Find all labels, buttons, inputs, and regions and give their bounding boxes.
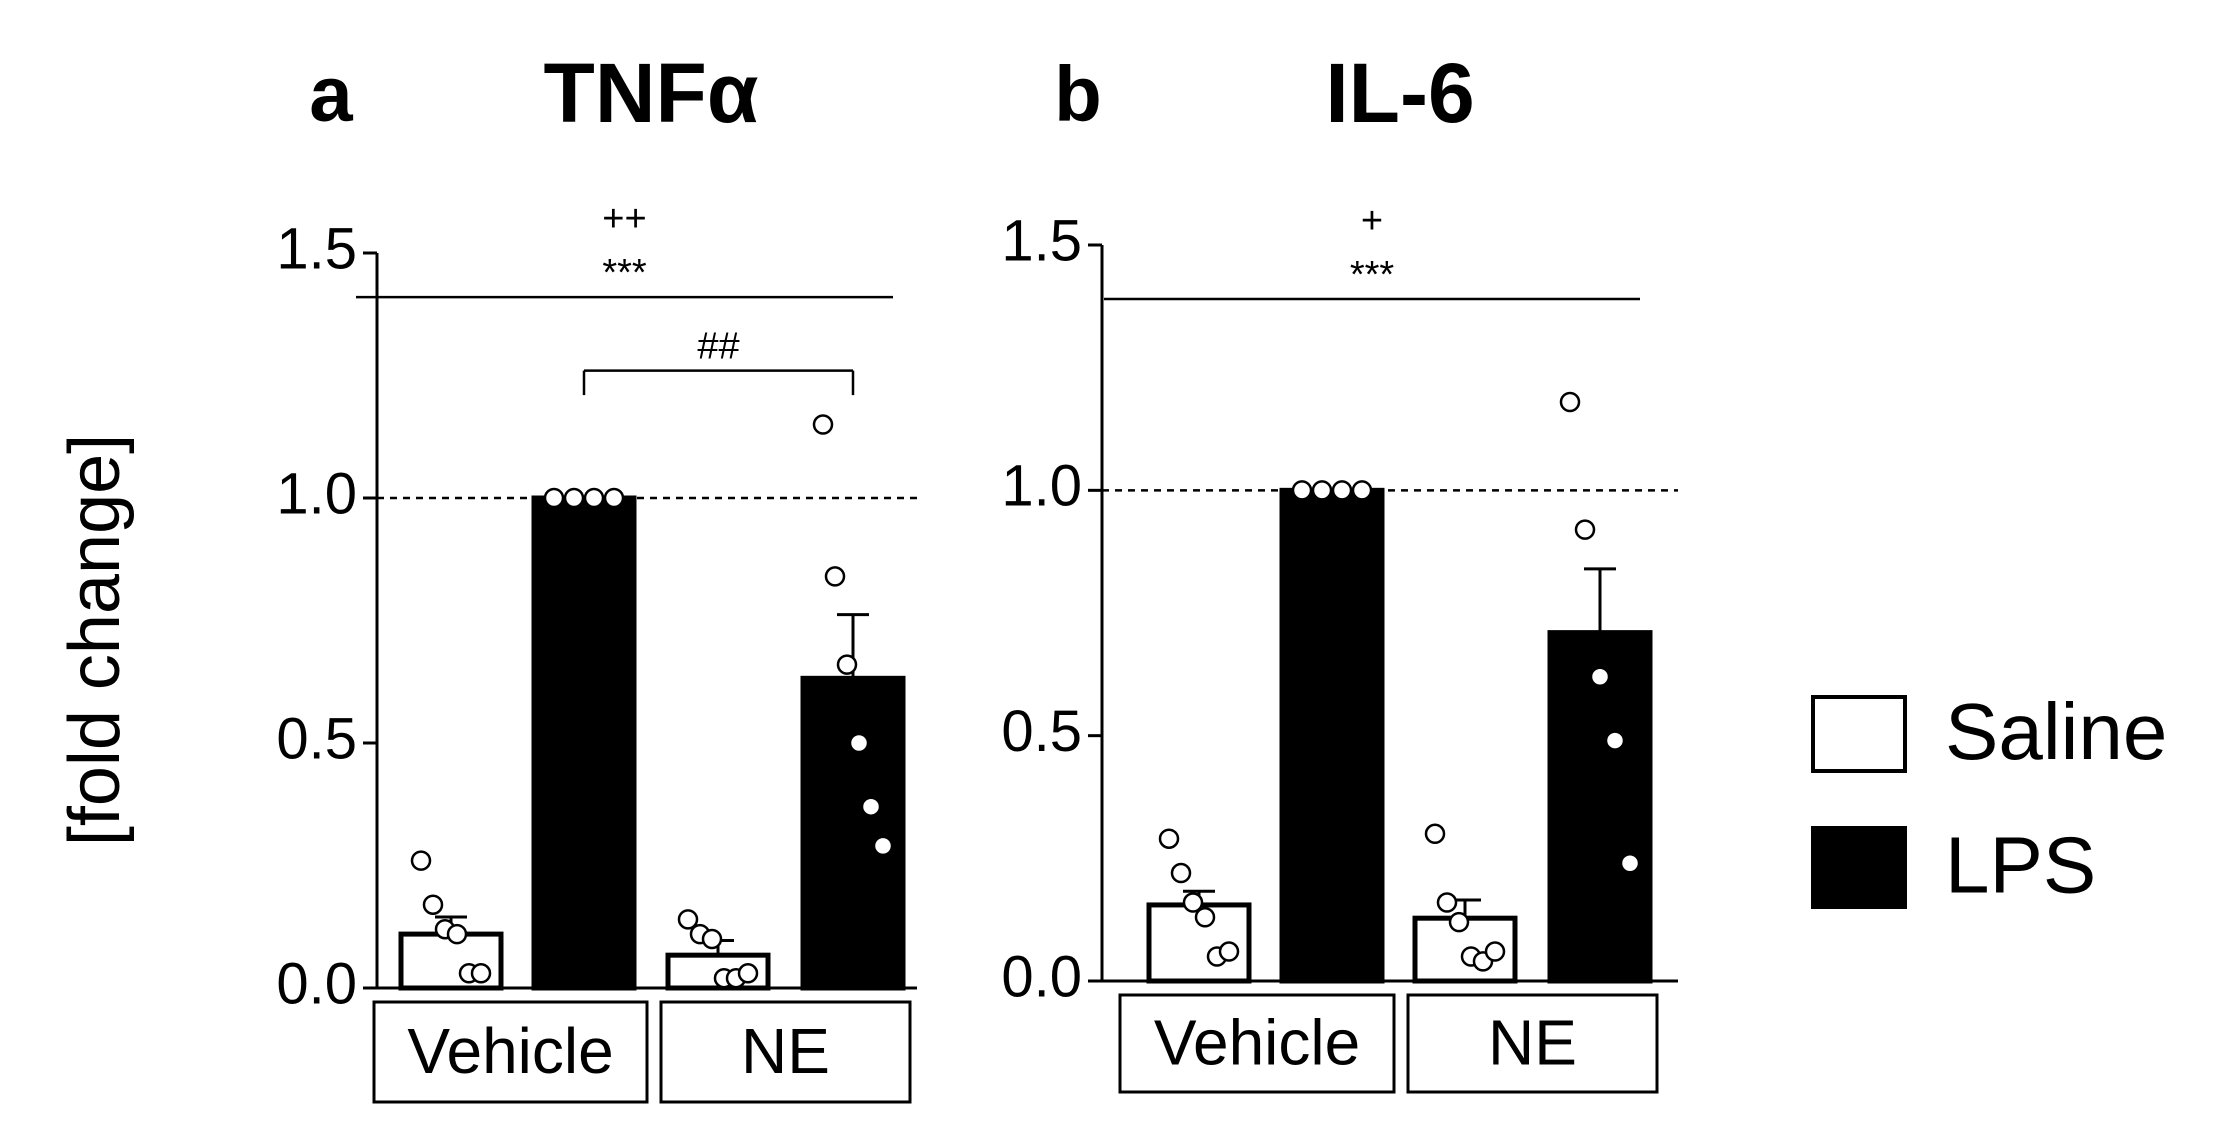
chart-title: TNFα	[544, 46, 759, 140]
data-point	[1194, 906, 1216, 928]
data-point	[1619, 852, 1641, 874]
group-label: NE	[1488, 1006, 1577, 1078]
legend-swatch	[1811, 695, 1907, 773]
data-point	[1559, 391, 1581, 413]
y-tick-label: 0.5	[1001, 699, 1082, 764]
data-point	[446, 923, 468, 945]
y-tick-label: 0.5	[276, 706, 357, 771]
bar	[1279, 487, 1385, 984]
y-tick-label: 0.0	[276, 951, 357, 1016]
panel-label: a	[309, 50, 353, 138]
y-tick-label: 0.0	[1001, 944, 1082, 1009]
data-point	[563, 487, 585, 509]
data-point	[583, 487, 605, 509]
data-point	[812, 414, 834, 435]
significance-label: ##	[697, 326, 739, 368]
data-point	[677, 909, 699, 930]
y-tick-label: 1.0	[276, 461, 357, 526]
data-point	[410, 850, 432, 871]
group-box	[659, 1000, 912, 1104]
legend-label: LPS	[1945, 821, 2096, 910]
panel-label: b	[1054, 50, 1102, 138]
data-point	[872, 835, 894, 857]
significance-label: +	[1361, 200, 1383, 242]
y-tick-label: 1.5	[1001, 208, 1082, 273]
group-label: Vehicle	[1154, 1006, 1360, 1078]
group-label: NE	[741, 1015, 830, 1087]
significance-label: ***	[1350, 254, 1395, 296]
data-point	[1218, 941, 1240, 962]
legend-swatch	[1811, 826, 1907, 909]
data-point	[1170, 862, 1192, 884]
y-tick-label: 1.0	[1001, 454, 1082, 519]
y-tick-label: 1.5	[276, 216, 357, 281]
data-point	[1291, 480, 1313, 501]
data-point	[1574, 519, 1596, 540]
data-point	[470, 963, 492, 984]
y-axis-label: [fold change]	[55, 434, 135, 846]
chart-title: IL-6	[1325, 46, 1474, 140]
data-point	[1589, 666, 1611, 688]
data-point	[737, 963, 759, 984]
group-box	[372, 1000, 649, 1104]
data-point	[836, 654, 858, 675]
group-box	[1118, 993, 1396, 1094]
legend-label: Saline	[1945, 687, 2167, 776]
data-point	[422, 894, 444, 915]
group-box	[1406, 993, 1659, 1094]
data-point	[860, 796, 882, 817]
group-label: Vehicle	[407, 1015, 613, 1087]
data-point	[1331, 480, 1353, 501]
data-point	[1448, 911, 1470, 933]
data-point	[848, 732, 870, 754]
data-point	[1484, 941, 1506, 962]
data-point	[1436, 892, 1458, 913]
data-point	[1182, 892, 1204, 913]
data-point	[1351, 480, 1373, 501]
data-point	[1424, 823, 1446, 845]
data-point	[824, 566, 846, 587]
bar	[531, 495, 637, 991]
data-point	[701, 928, 723, 950]
data-point	[603, 487, 625, 509]
data-point	[543, 487, 565, 509]
data-point	[1311, 480, 1333, 501]
data-point	[1604, 730, 1626, 751]
significance-label: ++	[602, 198, 646, 240]
bar	[1547, 630, 1653, 984]
significance-label: ***	[602, 252, 647, 294]
bar	[800, 675, 906, 991]
data-point	[1158, 828, 1180, 849]
